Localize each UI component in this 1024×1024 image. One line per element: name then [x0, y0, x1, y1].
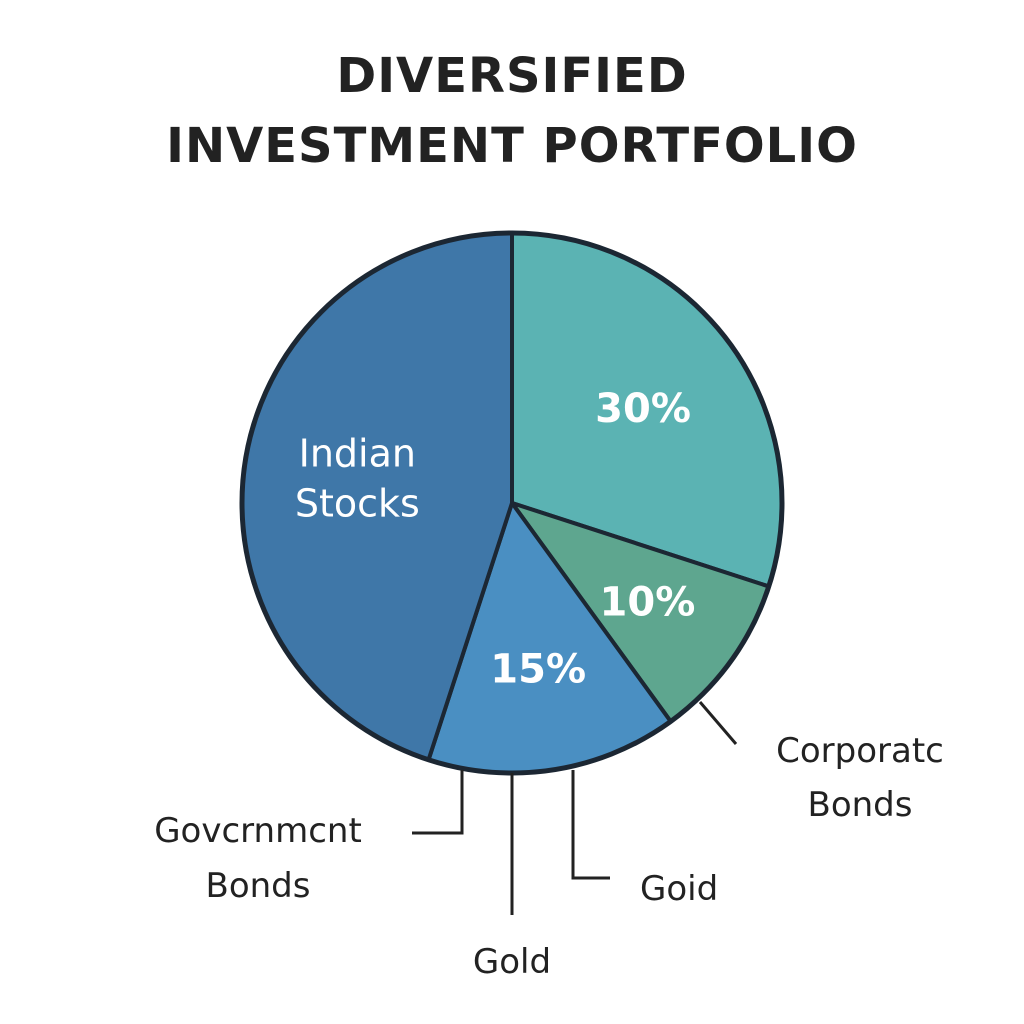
leader-government-bonds: [412, 770, 464, 835]
value-label-10-percent: 10%: [600, 579, 696, 625]
slice-labels: 30% 10% 15% Indian Stocks: [295, 386, 695, 693]
chart-title: DIVERSIFIED INVESTMENT PORTFOLIO: [166, 48, 858, 174]
label-gold: Gold: [473, 942, 551, 982]
label-corporate-bonds-line-2: Bonds: [808, 785, 913, 825]
label-government-bonds-line-2: Bonds: [206, 866, 311, 906]
label-corporate-bonds-line-1: Corporatc: [776, 731, 944, 771]
chart-title-line-1: DIVERSIFIED: [336, 48, 687, 104]
leader-corporate-bonds: [698, 701, 738, 745]
value-label-30-percent: 30%: [595, 386, 691, 432]
slice-name-indian-stocks-line-2: Stocks: [295, 482, 420, 526]
leader-goid: [571, 770, 610, 880]
value-label-15-percent: 15%: [490, 646, 586, 692]
label-government-bonds-line-1: Govcrnmcnt: [154, 811, 362, 851]
label-goid: Goid: [640, 869, 718, 909]
pie-slices: [239, 230, 785, 776]
leader-lines: [412, 701, 738, 915]
slice-name-indian-stocks-line-1: Indian: [299, 432, 416, 476]
external-labels: Corporatc Bonds Goid Gold Govcrnmcnt Bon…: [154, 731, 944, 982]
chart-title-line-2: INVESTMENT PORTFOLIO: [166, 118, 858, 174]
